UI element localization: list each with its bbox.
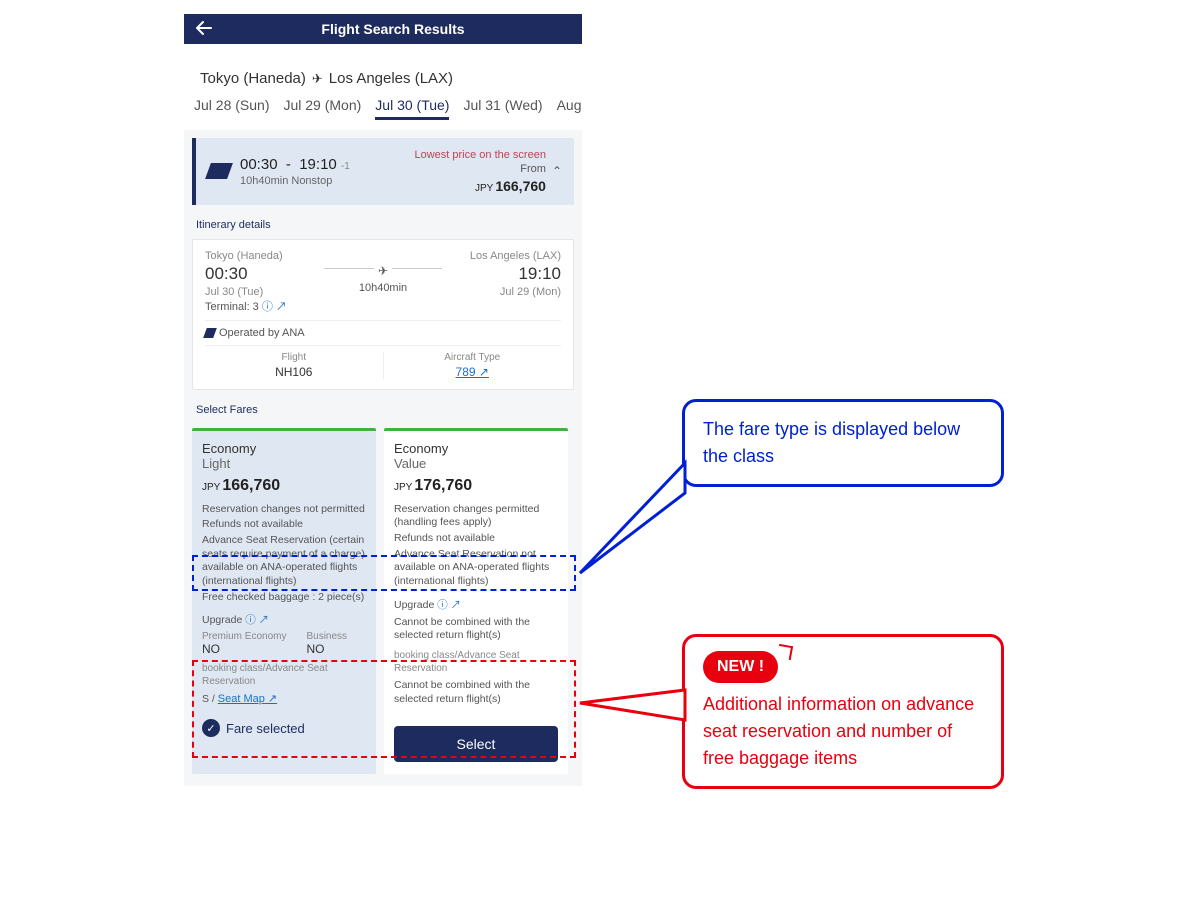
fare-note: Advance Seat Reservation not available o…	[394, 548, 558, 589]
info-icon[interactable]: ⓘ ↗	[262, 301, 287, 313]
dep-time: 00:30	[240, 156, 278, 173]
airline-logo-icon	[205, 163, 233, 179]
annotation-callout-red: NEW ! Additional information on advance …	[682, 634, 1004, 789]
new-badge: NEW !	[703, 651, 778, 683]
fare-type: Value	[394, 456, 558, 471]
fare-selected-indicator: ✓ Fare selected	[202, 719, 366, 737]
airline-logo-icon	[203, 328, 217, 338]
upgrade-label: Upgrade	[202, 614, 242, 626]
annotation-callout-blue: The fare type is displayed below the cla…	[682, 399, 1004, 487]
date-tab[interactable]: Jul 28 (Sun)	[194, 97, 269, 120]
back-icon[interactable]	[196, 21, 216, 38]
plane-icon: ✈	[374, 264, 392, 278]
phone-mockup: Flight Search Results Tokyo (Haneda) ✈ L…	[184, 14, 582, 786]
select-fares-label: Select Fares	[192, 390, 574, 424]
day-offset: -1	[341, 161, 350, 172]
check-icon: ✓	[202, 719, 220, 737]
dep-time-detail: 00:30	[205, 264, 324, 284]
dep-city: Tokyo (Haneda)	[205, 250, 324, 262]
fare-note: Refunds not available	[202, 518, 366, 532]
fare-note: Reservation changes not permitted	[202, 503, 366, 517]
lowest-price-caption: Lowest price on the screen	[414, 148, 545, 162]
info-icon[interactable]: ⓘ ↗	[245, 614, 269, 626]
terminal: Terminal: 3	[205, 301, 259, 313]
callout-pointer-icon	[575, 455, 695, 585]
route-to: Los Angeles (LAX)	[329, 70, 453, 87]
fare-note: Refunds not available	[394, 532, 558, 546]
combine-warning: Cannot be combined with the selected ret…	[394, 679, 558, 706]
booking-class-label: booking class/Advance Seat Reservation	[394, 649, 558, 675]
callout-pointer-icon	[575, 688, 695, 748]
arr-time: 19:10	[299, 156, 337, 173]
fare-card-value[interactable]: Economy Value JPY176,760 Reservation cha…	[384, 428, 568, 774]
chevron-up-icon: ⌃	[552, 164, 562, 178]
fare-class: Economy	[394, 441, 558, 456]
booking-class-label: booking class/Advance Seat Reservation	[202, 662, 366, 688]
arr-city: Los Angeles (LAX)	[442, 250, 561, 262]
itinerary-card: Tokyo (Haneda) 00:30 Jul 30 (Tue) Termin…	[192, 239, 574, 390]
flight-label: Flight	[205, 352, 383, 363]
upgrade-label: Upgrade	[394, 599, 434, 611]
results-area: 00:30 - 19:10 -1 10h40min Nonstop Lowest…	[184, 130, 582, 786]
fare-price: 166,760	[222, 477, 280, 494]
flight-summary-card[interactable]: 00:30 - 19:10 -1 10h40min Nonstop Lowest…	[192, 138, 574, 205]
fare-cards[interactable]: Economy Light JPY166,760 Reservation cha…	[192, 424, 574, 786]
page-title: Flight Search Results	[216, 21, 570, 37]
plane-icon: ✈	[312, 71, 323, 87]
combine-warning: Cannot be combined with the selected ret…	[394, 616, 558, 643]
fare-note: Free checked baggage : 2 piece(s)	[202, 591, 366, 605]
from-label: From	[414, 162, 545, 176]
aircraft-label: Aircraft Type	[384, 352, 562, 363]
duration-text: 10h40min Nonstop	[240, 175, 414, 187]
price-amount: 166,760	[495, 178, 546, 194]
arr-date: Jul 29 (Mon)	[442, 286, 561, 298]
app-header: Flight Search Results	[184, 14, 582, 44]
itinerary-label: Itinerary details	[192, 205, 574, 239]
currency: JPY	[475, 183, 493, 194]
date-tab[interactable]: Jul 30 (Tue)	[375, 97, 449, 120]
flight-duration: 10h40min	[324, 282, 443, 294]
date-tabs[interactable]: Jul 28 (Sun) Jul 29 (Mon) Jul 30 (Tue) Jul …	[184, 97, 582, 130]
aircraft-type-link[interactable]: 789 ↗	[384, 365, 562, 379]
fare-card-light[interactable]: Economy Light JPY166,760 Reservation cha…	[192, 428, 376, 774]
route-summary: Tokyo (Haneda) ✈ Los Angeles (LAX)	[184, 44, 582, 97]
select-button[interactable]: Select	[394, 726, 558, 762]
arr-time-detail: 19:10	[442, 264, 561, 284]
fare-note: Advance Seat Reservation (certain seats …	[202, 534, 366, 589]
fare-type: Light	[202, 456, 366, 471]
dep-date: Jul 30 (Tue)	[205, 286, 324, 298]
flight-number: NH106	[205, 365, 383, 379]
seat-map-link[interactable]: Seat Map ↗	[218, 693, 277, 705]
date-tab[interactable]: Jul 31 (Wed)	[463, 97, 542, 120]
operated-by: Operated by ANA	[219, 327, 305, 339]
date-tab[interactable]: Jul 29 (Mon)	[283, 97, 361, 120]
fare-note: Reservation changes permitted (handling …	[394, 503, 558, 530]
info-icon[interactable]: ⓘ ↗	[437, 599, 461, 611]
fare-class: Economy	[202, 441, 366, 456]
fare-price: 176,760	[414, 477, 472, 494]
date-tab[interactable]: Aug 1 (Thu	[557, 97, 582, 120]
route-from: Tokyo (Haneda)	[200, 70, 306, 87]
